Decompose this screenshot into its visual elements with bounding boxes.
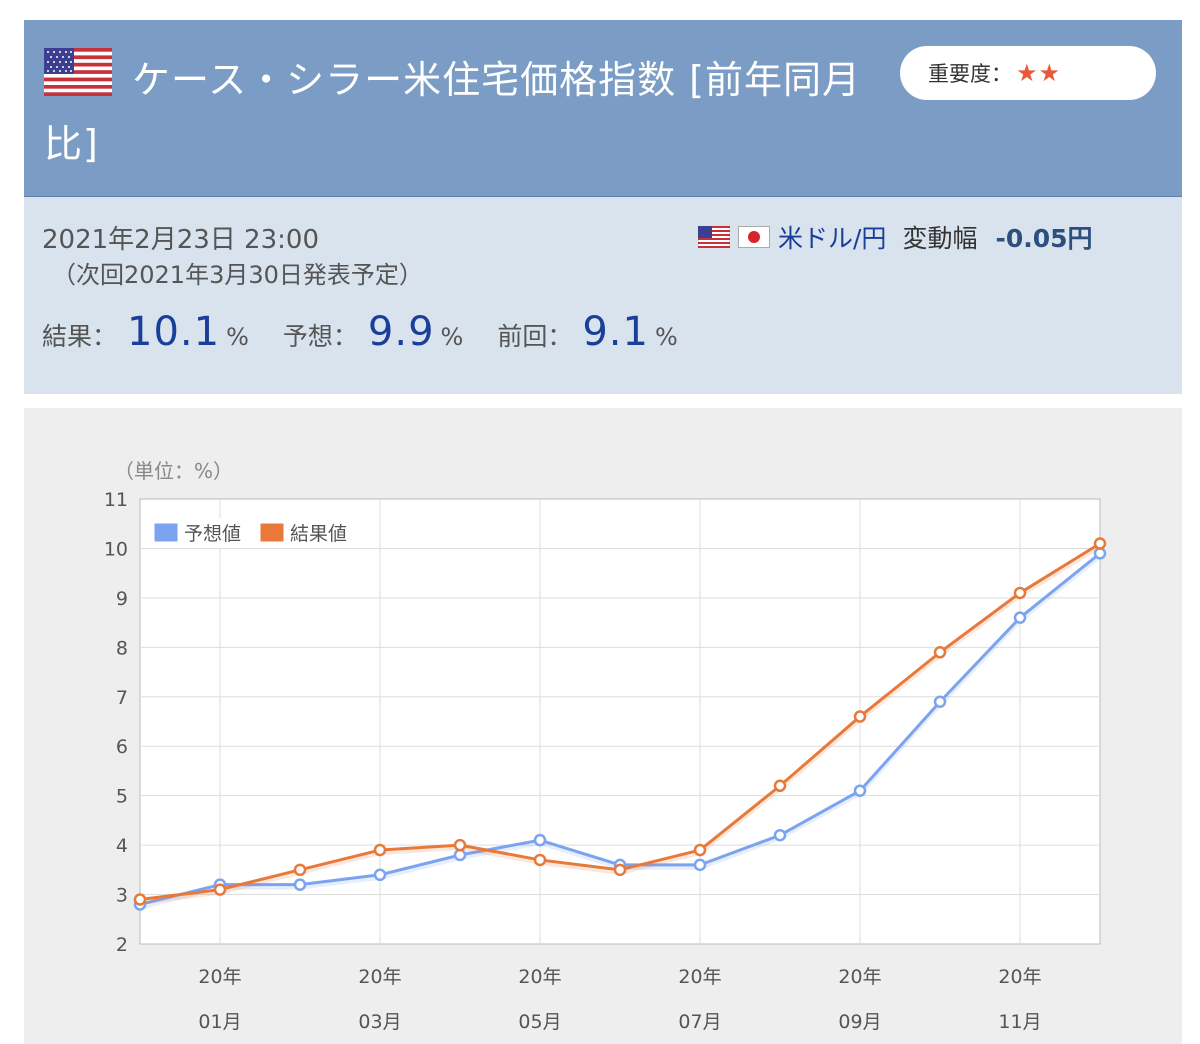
result-data-point[interactable] bbox=[213, 883, 227, 896]
us-flag-icon bbox=[44, 48, 112, 96]
page-title: ケース・シラー米住宅価格指数 [前年同月比] bbox=[44, 58, 862, 166]
x-tick-label-year: 20年 bbox=[838, 966, 881, 988]
forecast-data-point[interactable] bbox=[373, 868, 387, 882]
result-data-point[interactable] bbox=[1013, 586, 1027, 600]
y-tick-label: 11 bbox=[104, 489, 128, 511]
result-data-point[interactable] bbox=[773, 779, 787, 793]
y-tick-label: 10 bbox=[104, 538, 128, 560]
forecast-data-point[interactable] bbox=[853, 784, 867, 797]
result-label: 結果： bbox=[42, 322, 118, 351]
x-tick-label-year: 20年 bbox=[518, 966, 561, 988]
forecast-data-point[interactable] bbox=[453, 848, 467, 862]
change-label: 変動幅 bbox=[902, 224, 978, 253]
forecast-legend-swatch bbox=[153, 522, 179, 543]
result-data-point[interactable] bbox=[373, 843, 387, 857]
importance-badge: 重要度： ★★ bbox=[900, 46, 1156, 100]
chart-legend: 予想値 結果値 bbox=[150, 518, 358, 548]
y-axis-ticks: 2 3 4 5 6 7 8 9 10 11 bbox=[104, 489, 128, 956]
x-tick-label-year: 20年 bbox=[198, 966, 241, 988]
chart-unit-label: （単位：%） bbox=[114, 459, 233, 483]
x-tick-label-year: 20年 bbox=[358, 966, 401, 988]
result-legend-swatch bbox=[259, 522, 285, 543]
x-tick-label-month: 09月 bbox=[838, 1011, 881, 1033]
previous-unit: % bbox=[654, 323, 678, 351]
result-data-point[interactable] bbox=[693, 843, 707, 857]
result-data-point[interactable] bbox=[1093, 537, 1107, 550]
result-unit: % bbox=[226, 323, 249, 351]
importance-stars: ★★ bbox=[1016, 59, 1062, 87]
forecast-unit: % bbox=[440, 323, 464, 351]
result-data-point[interactable] bbox=[613, 863, 627, 877]
result-value: 10.1 bbox=[127, 309, 221, 355]
forecast-data-point[interactable] bbox=[773, 828, 787, 842]
y-tick-label: 3 bbox=[116, 885, 128, 907]
previous-value: 9.1 bbox=[582, 309, 649, 355]
x-tick-label-month: 05月 bbox=[518, 1011, 561, 1033]
indicator-header: ケース・シラー米住宅価格指数 [前年同月比] 重要度： ★★ bbox=[24, 20, 1182, 197]
forecast-data-point[interactable] bbox=[1013, 611, 1027, 624]
currency-pair-info: 米ドル/円 変動幅 -0.05円 bbox=[698, 219, 1093, 255]
result-data-point[interactable] bbox=[933, 646, 947, 659]
x-tick-label-month: 11月 bbox=[998, 1011, 1041, 1033]
release-info-panel: 2021年2月23日 23:00 （次回2021年3月30日発表予定） 米ドル/… bbox=[24, 197, 1182, 394]
y-tick-label: 4 bbox=[116, 835, 128, 857]
x-tick-label-month: 01月 bbox=[198, 1011, 241, 1033]
forecast-data-point[interactable] bbox=[533, 833, 547, 847]
result-summary: 結果： 10.1 % 予想： 9.9 % 前回： 9.1 % bbox=[42, 309, 712, 355]
legend-background bbox=[150, 518, 358, 548]
chart-panel: （単位：%） 2 3 4 5 6 7 8 9 10 11 20年 01月 20年 03月 20年 05月 20… bbox=[24, 408, 1182, 1044]
forecast-data-point[interactable] bbox=[933, 695, 947, 708]
result-data-point[interactable] bbox=[293, 863, 307, 877]
forecast-data-point[interactable] bbox=[293, 878, 307, 891]
forecast-data-point[interactable] bbox=[693, 858, 707, 872]
y-tick-label: 8 bbox=[116, 637, 128, 659]
forecast-value: 9.9 bbox=[367, 309, 435, 355]
next-release-note: （次回2021年3月30日発表予定） bbox=[52, 261, 423, 289]
change-value: -0.05円 bbox=[995, 224, 1093, 253]
forecast-legend-label: 予想値 bbox=[184, 523, 241, 545]
series-layer bbox=[133, 537, 1107, 911]
grid-lines bbox=[140, 499, 1100, 944]
result-legend-label: 結果値 bbox=[290, 523, 347, 545]
result-data-point[interactable] bbox=[533, 853, 547, 867]
previous-label: 前回： bbox=[497, 322, 573, 351]
y-tick-label: 5 bbox=[116, 786, 128, 808]
result-data-point[interactable] bbox=[853, 710, 867, 723]
forecast-label: 予想： bbox=[282, 322, 358, 351]
importance-label: 重要度： bbox=[928, 62, 1012, 86]
x-tick-label-year: 20年 bbox=[998, 966, 1041, 988]
x-tick-label-year: 20年 bbox=[678, 966, 721, 988]
result-data-point[interactable] bbox=[133, 893, 147, 906]
x-tick-label-month: 07月 bbox=[678, 1011, 721, 1033]
y-tick-label: 6 bbox=[116, 736, 128, 758]
y-tick-label: 2 bbox=[116, 934, 128, 956]
result-data-point[interactable] bbox=[453, 838, 467, 852]
x-tick-label-month: 03月 bbox=[358, 1011, 401, 1033]
x-axis-ticks: 20年 01月 20年 03月 20年 05月 20年 07月 20年 09月 20年 11月 bbox=[198, 966, 1041, 1033]
currency-pair-link[interactable]: 米ドル/円 bbox=[778, 224, 887, 253]
y-tick-label: 9 bbox=[116, 588, 128, 610]
y-tick-label: 7 bbox=[116, 687, 128, 709]
japan-flag-icon bbox=[738, 226, 770, 248]
us-flag-icon bbox=[698, 226, 730, 248]
release-datetime: 2021年2月23日 23:00 bbox=[42, 225, 319, 255]
